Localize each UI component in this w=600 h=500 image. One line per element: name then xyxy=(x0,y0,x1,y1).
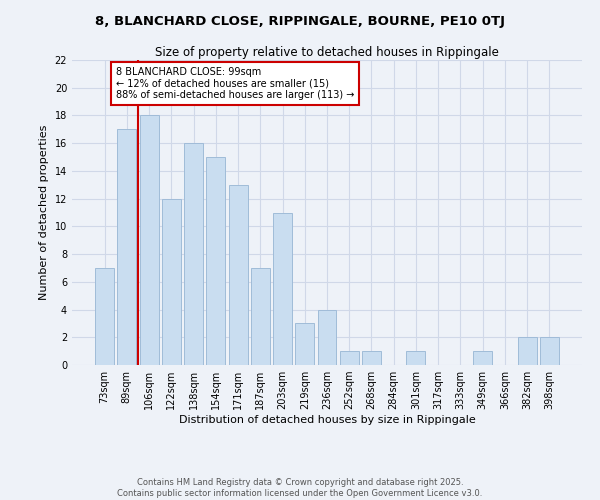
Text: Contains HM Land Registry data © Crown copyright and database right 2025.
Contai: Contains HM Land Registry data © Crown c… xyxy=(118,478,482,498)
Bar xyxy=(162,198,181,365)
Bar xyxy=(540,338,559,365)
Y-axis label: Number of detached properties: Number of detached properties xyxy=(39,125,49,300)
Bar xyxy=(95,268,114,365)
Bar xyxy=(251,268,270,365)
Bar xyxy=(273,212,292,365)
Text: 8, BLANCHARD CLOSE, RIPPINGALE, BOURNE, PE10 0TJ: 8, BLANCHARD CLOSE, RIPPINGALE, BOURNE, … xyxy=(95,15,505,28)
X-axis label: Distribution of detached houses by size in Rippingale: Distribution of detached houses by size … xyxy=(179,415,475,425)
Bar xyxy=(473,351,492,365)
Title: Size of property relative to detached houses in Rippingale: Size of property relative to detached ho… xyxy=(155,46,499,59)
Bar xyxy=(118,130,136,365)
Bar xyxy=(206,157,225,365)
Text: 8 BLANCHARD CLOSE: 99sqm
← 12% of detached houses are smaller (15)
88% of semi-d: 8 BLANCHARD CLOSE: 99sqm ← 12% of detach… xyxy=(116,67,354,100)
Bar xyxy=(340,351,359,365)
Bar xyxy=(317,310,337,365)
Bar xyxy=(229,185,248,365)
Bar xyxy=(184,143,203,365)
Bar xyxy=(362,351,381,365)
Bar xyxy=(518,338,536,365)
Bar xyxy=(406,351,425,365)
Bar xyxy=(295,324,314,365)
Bar xyxy=(140,116,158,365)
